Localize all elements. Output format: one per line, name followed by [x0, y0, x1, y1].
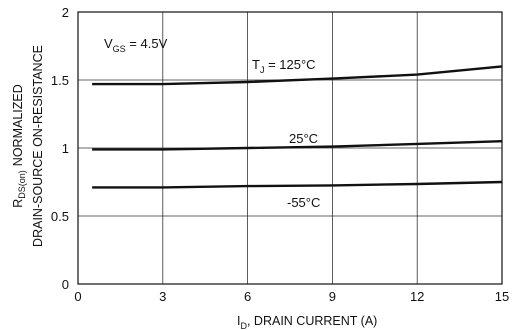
x-tick-label: 9	[329, 289, 336, 304]
y-axis-label-subscript: DS(on)	[17, 170, 27, 199]
x-tick-label: 15	[495, 289, 509, 304]
x-axis-label-prefix: I	[237, 314, 240, 328]
y-axis-label-line2: DRAIN-SOURCE ON-RESISTANCE	[31, 45, 45, 247]
series-label-125c-text: = 125°C	[264, 57, 315, 72]
y-tick-label: 0	[62, 277, 69, 292]
x-tick-label: 6	[244, 289, 251, 304]
x-tick-label: 0	[74, 289, 81, 304]
condition-text: = 4.5V	[126, 36, 168, 51]
y-tick-labels: 0 0.5 1 1.5 2	[51, 5, 69, 292]
y-axis-label-text: NORMALIZED	[11, 84, 25, 166]
series-line-2	[92, 180, 503, 189]
y-tick-label: 2	[62, 5, 69, 20]
series-label-125c-subscript: J	[260, 65, 265, 75]
y-tick-label: 1.5	[51, 73, 69, 88]
x-tick-label: 12	[410, 289, 424, 304]
series-line-0	[92, 65, 503, 86]
series-lines	[92, 65, 503, 189]
series-label-125c-prefix: T	[252, 57, 260, 72]
y-tick-label: 0.5	[51, 209, 69, 224]
x-tick-label: 3	[159, 289, 166, 304]
series-line-1	[92, 140, 503, 151]
x-axis-label-text: , DRAIN CURRENT (A)	[247, 314, 377, 328]
y-axis-label-line1: RDS(on) NORMALIZED	[11, 84, 27, 208]
condition-label: VGS = 4.5V	[104, 36, 168, 54]
plot-frame	[77, 11, 503, 285]
y-axis-label-prefix: R	[11, 199, 25, 208]
condition-prefix: V	[104, 36, 113, 51]
series-label-minus55c: -55°C	[287, 195, 320, 210]
x-tick-labels: 0 3 6 9 12 15	[74, 289, 509, 304]
x-axis-label: ID, DRAIN CURRENT (A)	[237, 314, 377, 330]
series-label-125c: TJ = 125°C	[252, 57, 316, 75]
y-tick-label: 1	[62, 141, 69, 156]
x-axis-label-subscript: D	[240, 321, 247, 330]
series-label-25c: 25°C	[289, 131, 318, 146]
condition-subscript: GS	[113, 44, 126, 54]
